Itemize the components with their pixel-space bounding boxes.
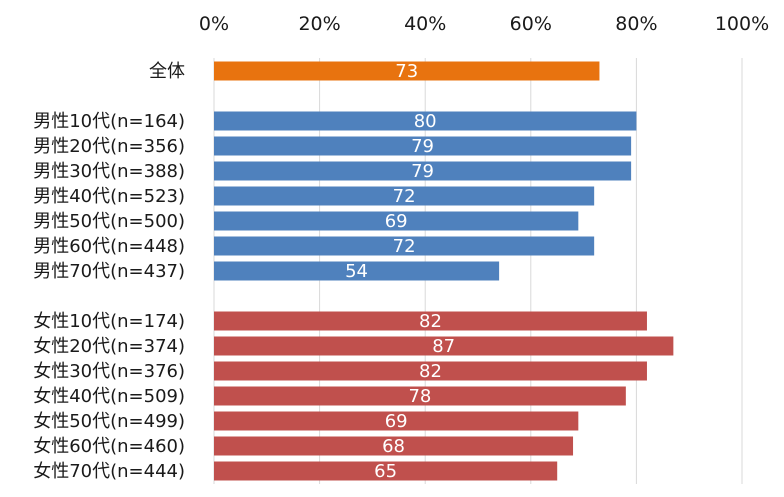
data-label: 72 — [393, 186, 416, 207]
x-tick-label: 20% — [298, 13, 340, 35]
data-label: 68 — [382, 436, 405, 457]
data-label: 82 — [419, 361, 442, 382]
x-axis-tick-labels: 0% 20% 40% 60% 80% 100% — [199, 13, 769, 35]
data-label: 72 — [393, 236, 416, 257]
category-label: 女性40代(n=509) — [33, 386, 185, 407]
bar-overall — [214, 61, 600, 81]
category-label: 女性30代(n=376) — [33, 361, 185, 382]
bar-male — [214, 186, 595, 206]
category-label: 全体 — [149, 61, 185, 82]
category-label: 女性10代(n=174) — [33, 311, 185, 332]
bar-female — [214, 311, 647, 331]
category-label: 男性60代(n=448) — [33, 236, 185, 257]
data-label: 87 — [432, 336, 455, 357]
x-tick-label: 80% — [615, 13, 657, 35]
category-label: 女性20代(n=374) — [33, 336, 185, 357]
x-tick-label: 40% — [404, 13, 446, 35]
bar-female — [214, 436, 574, 456]
data-label: 65 — [374, 461, 397, 482]
x-tick-label: 60% — [510, 13, 552, 35]
data-label: 80 — [414, 111, 437, 132]
data-label: 54 — [345, 261, 368, 282]
category-label: 男性40代(n=523) — [33, 186, 185, 207]
category-label: 女性50代(n=499) — [33, 411, 185, 432]
category-label: 男性20代(n=356) — [33, 136, 185, 157]
data-label: 78 — [408, 386, 431, 407]
bar-female — [214, 411, 579, 431]
category-label: 女性60代(n=460) — [33, 436, 185, 457]
category-label: 男性70代(n=437) — [33, 261, 185, 282]
bar-male — [214, 111, 637, 131]
category-label: 男性30代(n=388) — [33, 161, 185, 182]
data-label: 73 — [395, 61, 418, 82]
bars — [214, 61, 674, 481]
bar-female — [214, 336, 674, 356]
bar-male — [214, 161, 632, 181]
bar-male — [214, 236, 595, 256]
bar-female — [214, 386, 626, 406]
bar-female — [214, 461, 558, 481]
data-label: 69 — [385, 411, 408, 432]
x-tick-label: 100% — [715, 13, 769, 35]
bar-male — [214, 261, 500, 281]
x-tick-label: 0% — [199, 13, 229, 35]
data-label: 79 — [411, 161, 434, 182]
category-label: 女性70代(n=444) — [33, 461, 185, 482]
bar-female — [214, 361, 647, 381]
category-label: 男性50代(n=500) — [33, 211, 185, 232]
category-label: 男性10代(n=164) — [33, 111, 185, 132]
data-label: 82 — [419, 311, 442, 332]
bar-male — [214, 136, 632, 156]
bar-male — [214, 211, 579, 231]
data-label: 69 — [385, 211, 408, 232]
data-label: 79 — [411, 136, 434, 157]
